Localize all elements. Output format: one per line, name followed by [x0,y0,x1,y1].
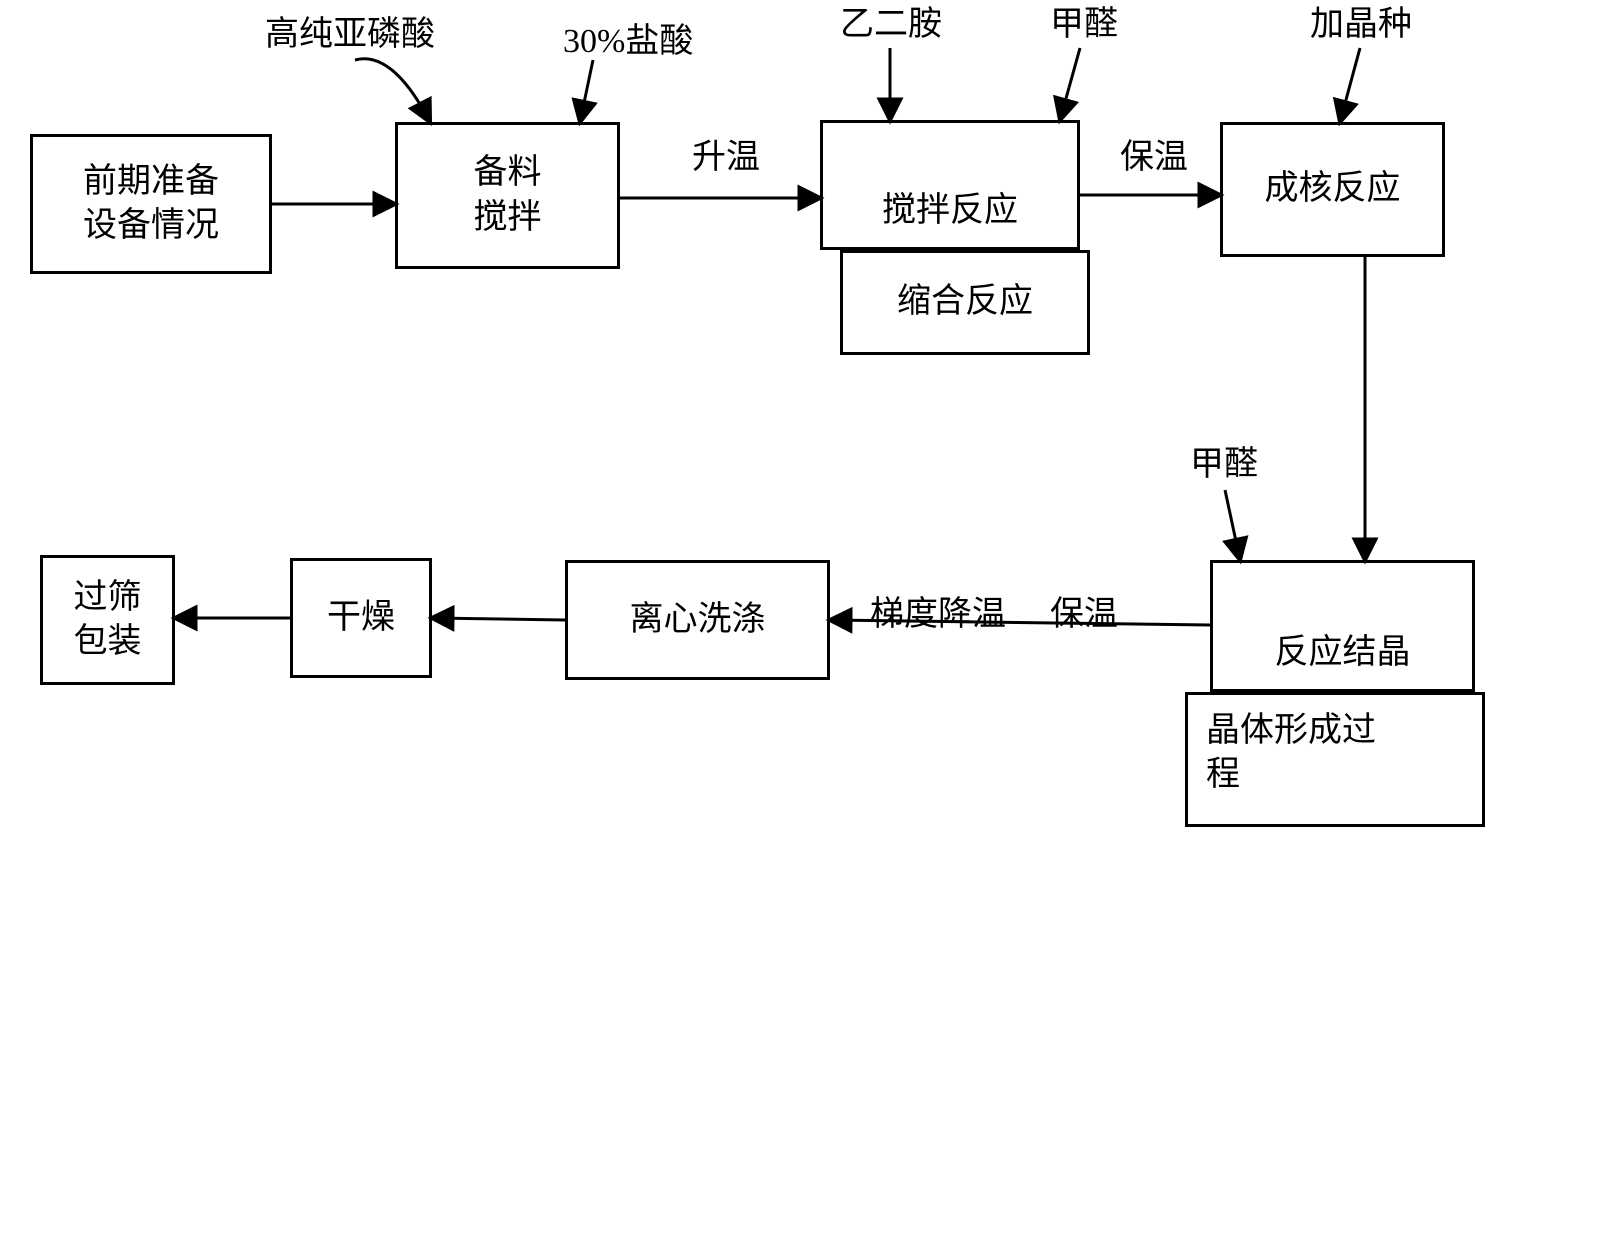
label-seed: 加晶种 [1310,5,1412,46]
node-dry: 干燥 [290,558,432,678]
node-mix-label: 备料 搅拌 [474,151,542,239]
node-crystform-label: 晶体形成过 程 [1206,709,1376,797]
node-rxcryst: 反应结晶 [1210,560,1475,692]
flowchart-canvas: 前期准备 设备情况 备料 搅拌 搅拌反应 缩合反应 成核反应 反应结晶 晶体形成… [0,0,1607,1243]
node-rxcryst-label: 反应结晶 [1275,631,1411,675]
label-hcl: 30%盐酸 [563,22,693,63]
node-cent: 离心洗涤 [565,560,830,680]
label-heat: 升温 [692,138,760,179]
node-nuc-label: 成核反应 [1265,167,1401,211]
node-cent-label: 离心洗涤 [630,598,766,642]
node-mix: 备料 搅拌 [395,122,620,269]
node-dry-label: 干燥 [327,596,395,640]
node-crystform: 晶体形成过 程 [1185,692,1485,827]
node-stir-label: 搅拌反应 [882,189,1018,233]
label-eda: 乙二胺 [840,5,942,46]
node-pack: 过筛 包装 [40,555,175,685]
label-hold2: 保温 [1050,595,1118,636]
node-nuc: 成核反应 [1220,122,1445,257]
label-phos: 高纯亚磷酸 [265,15,435,56]
node-prep: 前期准备 设备情况 [30,134,272,274]
node-stir: 搅拌反应 [820,120,1080,250]
label-fa2: 甲醛 [1190,445,1258,486]
node-cond: 缩合反应 [840,250,1090,355]
node-cond-label: 缩合反应 [897,280,1033,324]
label-hold1: 保温 [1120,138,1188,179]
node-prep-label: 前期准备 设备情况 [83,160,219,248]
node-pack-label: 过筛 包装 [74,576,142,664]
label-grad: 梯度降温 [870,595,1006,636]
label-fa1: 甲醛 [1050,5,1118,46]
